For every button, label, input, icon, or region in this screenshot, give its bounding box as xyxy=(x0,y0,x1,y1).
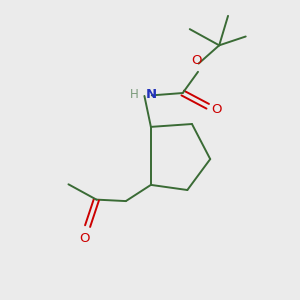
Text: H: H xyxy=(130,88,139,101)
Text: N: N xyxy=(146,88,157,101)
Text: O: O xyxy=(80,232,90,245)
Text: O: O xyxy=(211,103,222,116)
Text: O: O xyxy=(191,53,202,67)
